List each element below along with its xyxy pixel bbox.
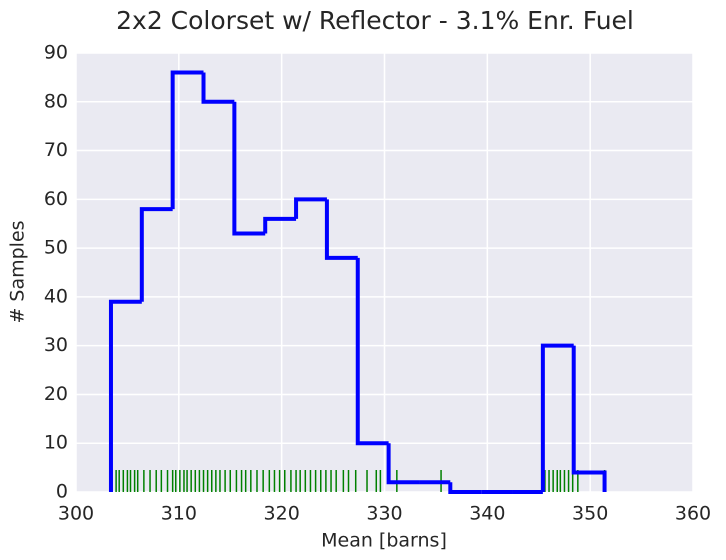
x-tick-label: 350 <box>572 503 608 525</box>
x-tick-label: 320 <box>264 503 300 525</box>
y-tick-label: 10 <box>44 432 68 454</box>
y-tick-label: 50 <box>44 237 68 259</box>
histogram-step <box>294 197 327 219</box>
histogram-step <box>108 299 142 492</box>
x-tick-label: 300 <box>58 503 94 525</box>
chart-title: 2x2 Colorset w/ Reflector - 3.1% Enr. Fu… <box>116 6 634 35</box>
x-tick-label: 340 <box>469 503 505 525</box>
y-tick-label: 90 <box>44 42 68 64</box>
y-axis-label: # Samples <box>7 220 29 323</box>
x-tick-label: 310 <box>161 503 197 525</box>
histogram-step <box>540 343 574 492</box>
histogram-step <box>571 345 607 492</box>
x-axis-label: Mean [barns] <box>321 530 447 552</box>
histogram-step <box>448 482 482 494</box>
y-tick-label: 30 <box>44 334 68 356</box>
histogram-step <box>263 216 297 234</box>
histogram-step <box>355 257 389 446</box>
y-tick-label: 60 <box>44 188 68 210</box>
y-tick-label: 40 <box>44 285 68 307</box>
y-tick-label: 70 <box>44 139 68 161</box>
histogram-step <box>201 72 235 104</box>
y-tick-label: 20 <box>44 383 68 405</box>
histogram-step <box>232 101 266 236</box>
histogram-step <box>386 443 420 485</box>
histogram-step <box>170 70 204 210</box>
x-tick-label: 360 <box>675 503 711 525</box>
x-tick-label: 330 <box>366 503 402 525</box>
histogram-step <box>139 207 173 302</box>
y-tick-label: 80 <box>44 90 68 112</box>
y-tick-label: 0 <box>56 481 68 503</box>
histogram-step <box>324 199 358 260</box>
